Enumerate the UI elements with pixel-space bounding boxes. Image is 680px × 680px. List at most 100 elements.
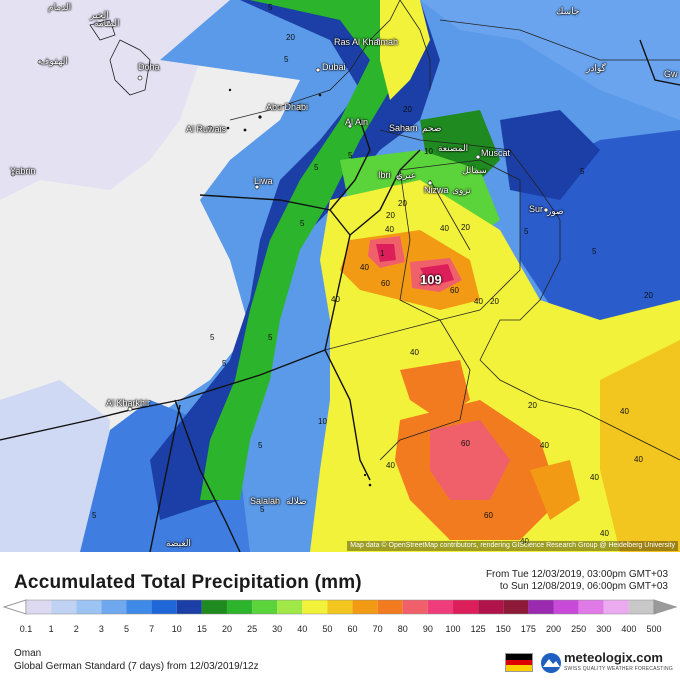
city-label-ghaydah: الغيضة xyxy=(166,538,191,548)
legend-tick-label: 1 xyxy=(48,624,54,634)
contour-label: 40 xyxy=(600,529,609,538)
city-label-doha: Doha xyxy=(138,62,160,72)
contour-label: 40 xyxy=(620,407,629,416)
legend-tick-label: 20 xyxy=(221,624,232,634)
legend-swatch xyxy=(26,600,52,614)
map-attribution[interactable]: Map data © OpenStreetMap contributors, r… xyxy=(347,541,678,551)
map-layer xyxy=(0,0,680,552)
legend-swatch xyxy=(327,600,353,614)
city-label-manama: المنامة xyxy=(94,18,120,28)
contour-label: 20 xyxy=(403,105,412,114)
city-label-saham-ar: صحم xyxy=(422,123,442,133)
contour-label: 5 xyxy=(348,151,353,160)
germany-flag-icon xyxy=(505,653,533,672)
flag-stripe xyxy=(506,654,532,660)
legend-footer xyxy=(0,552,680,680)
brand-logo[interactable]: meteologix.com SWISS QUALITY WEATHER FOR… xyxy=(540,650,673,678)
flag-stripe xyxy=(506,659,532,666)
legend-swatch xyxy=(603,600,629,614)
contour-label: 40 xyxy=(360,263,369,272)
chart-title: Accumulated Total Precipitation (mm) xyxy=(14,572,362,593)
legend-swatch xyxy=(126,600,152,614)
city-label-abu-dhabi: Abu Dhabi xyxy=(266,102,309,112)
city-label-sur: Sur xyxy=(529,204,544,214)
legend-swatch xyxy=(427,600,454,614)
legend-swatch xyxy=(578,600,604,614)
contour-label: 5 xyxy=(222,359,227,368)
contour-label: 40 xyxy=(385,225,394,234)
legend-arrow-left xyxy=(2,599,27,615)
contour-label: 40 xyxy=(440,224,449,233)
legend-tick-label: 90 xyxy=(422,624,433,634)
legend-tick-label: 50 xyxy=(322,624,333,634)
legend-tick-label: 70 xyxy=(372,624,383,634)
legend-tick-label: 60 xyxy=(347,624,358,634)
max-precipitation-label: 109 xyxy=(420,272,442,287)
contour-label: 20 xyxy=(644,291,653,300)
contour-label: 40 xyxy=(590,473,599,482)
contour-label: 40 xyxy=(540,441,549,450)
legend-swatch xyxy=(101,600,127,614)
city-label-ibri: Ibri xyxy=(378,170,391,180)
legend-tick-label: 250 xyxy=(571,624,587,634)
contour-label: 5 xyxy=(260,505,265,514)
legend-swatch xyxy=(628,600,654,614)
contour-label: 5 xyxy=(268,3,273,12)
precipitation-map[interactable]: الدمام الخبر المنامة Doha الهفوف Ras Al … xyxy=(0,0,680,552)
model-info: Global German Standard (7 days) from 12/… xyxy=(14,661,259,672)
contour-label: 60 xyxy=(484,511,493,520)
contour-label: 60 xyxy=(381,279,390,288)
city-label-gwadar: گوادر xyxy=(586,63,606,73)
contour-label: 5 xyxy=(300,219,305,228)
color-legend-bar xyxy=(2,599,678,615)
legend-tick-label: 0.1 xyxy=(19,624,33,634)
legend-swatch xyxy=(226,600,253,614)
legend-tick-label: 80 xyxy=(397,624,408,634)
contour-label: 20 xyxy=(461,223,470,232)
legend-tick-label: 300 xyxy=(596,624,612,634)
legend-tick-label: 15 xyxy=(196,624,207,634)
legend-arrow-right xyxy=(653,599,678,615)
contour-label: 5 xyxy=(92,511,97,520)
legend-swatch xyxy=(252,600,278,614)
legend-tick-label: 7 xyxy=(149,624,155,634)
legend-swatch xyxy=(453,600,479,614)
contour-label: 40 xyxy=(634,455,643,464)
legend-tick-label: 2 xyxy=(73,624,79,634)
city-label-ras-al-khaimah: Ras Al Khaimah xyxy=(334,37,399,47)
brand-name: meteologix.com xyxy=(564,650,663,665)
contour-label: 40 xyxy=(386,461,395,470)
contour-label: 20 xyxy=(490,297,499,306)
legend-tick-label: 100 xyxy=(445,624,461,634)
contour-label: 20 xyxy=(398,199,407,208)
city-label-saham: Saham xyxy=(389,123,418,133)
legend-tick-label: 125 xyxy=(470,624,486,634)
city-label-khobar: الخبر xyxy=(90,10,109,20)
legend-swatch xyxy=(277,600,303,614)
contour-label: 5 xyxy=(314,163,319,172)
city-label-nizwa: Nizwa xyxy=(424,185,449,195)
contour-label: 5 xyxy=(210,333,215,342)
contour-label: 20 xyxy=(528,401,537,410)
contour-label: 40 xyxy=(331,295,340,304)
legend-tick-label: 30 xyxy=(272,624,283,634)
legend-tick-label: 150 xyxy=(495,624,511,634)
legend-swatch xyxy=(201,600,227,614)
city-label-muscat: Muscat xyxy=(481,148,511,158)
legend-swatch xyxy=(302,600,328,614)
city-label-samail: سمائل xyxy=(462,165,487,175)
legend-swatch xyxy=(176,600,202,614)
contour-label: 60 xyxy=(461,439,470,448)
legend-swatch xyxy=(503,600,529,614)
city-label-liwa: Liwa xyxy=(254,176,273,186)
legend-tick-label: 25 xyxy=(247,624,258,634)
contour-label: 5 xyxy=(258,441,263,450)
city-label-nizwa-ar: نزوى xyxy=(452,185,471,195)
flag-stripe xyxy=(506,665,532,671)
contour-label: 40 xyxy=(520,537,529,546)
contour-label: 5 xyxy=(524,227,529,236)
legend-tick-label: 200 xyxy=(546,624,562,634)
city-label-salalah: Salalah xyxy=(250,496,281,506)
legend-swatch xyxy=(478,600,504,614)
legend-tick-label: 400 xyxy=(621,624,637,634)
